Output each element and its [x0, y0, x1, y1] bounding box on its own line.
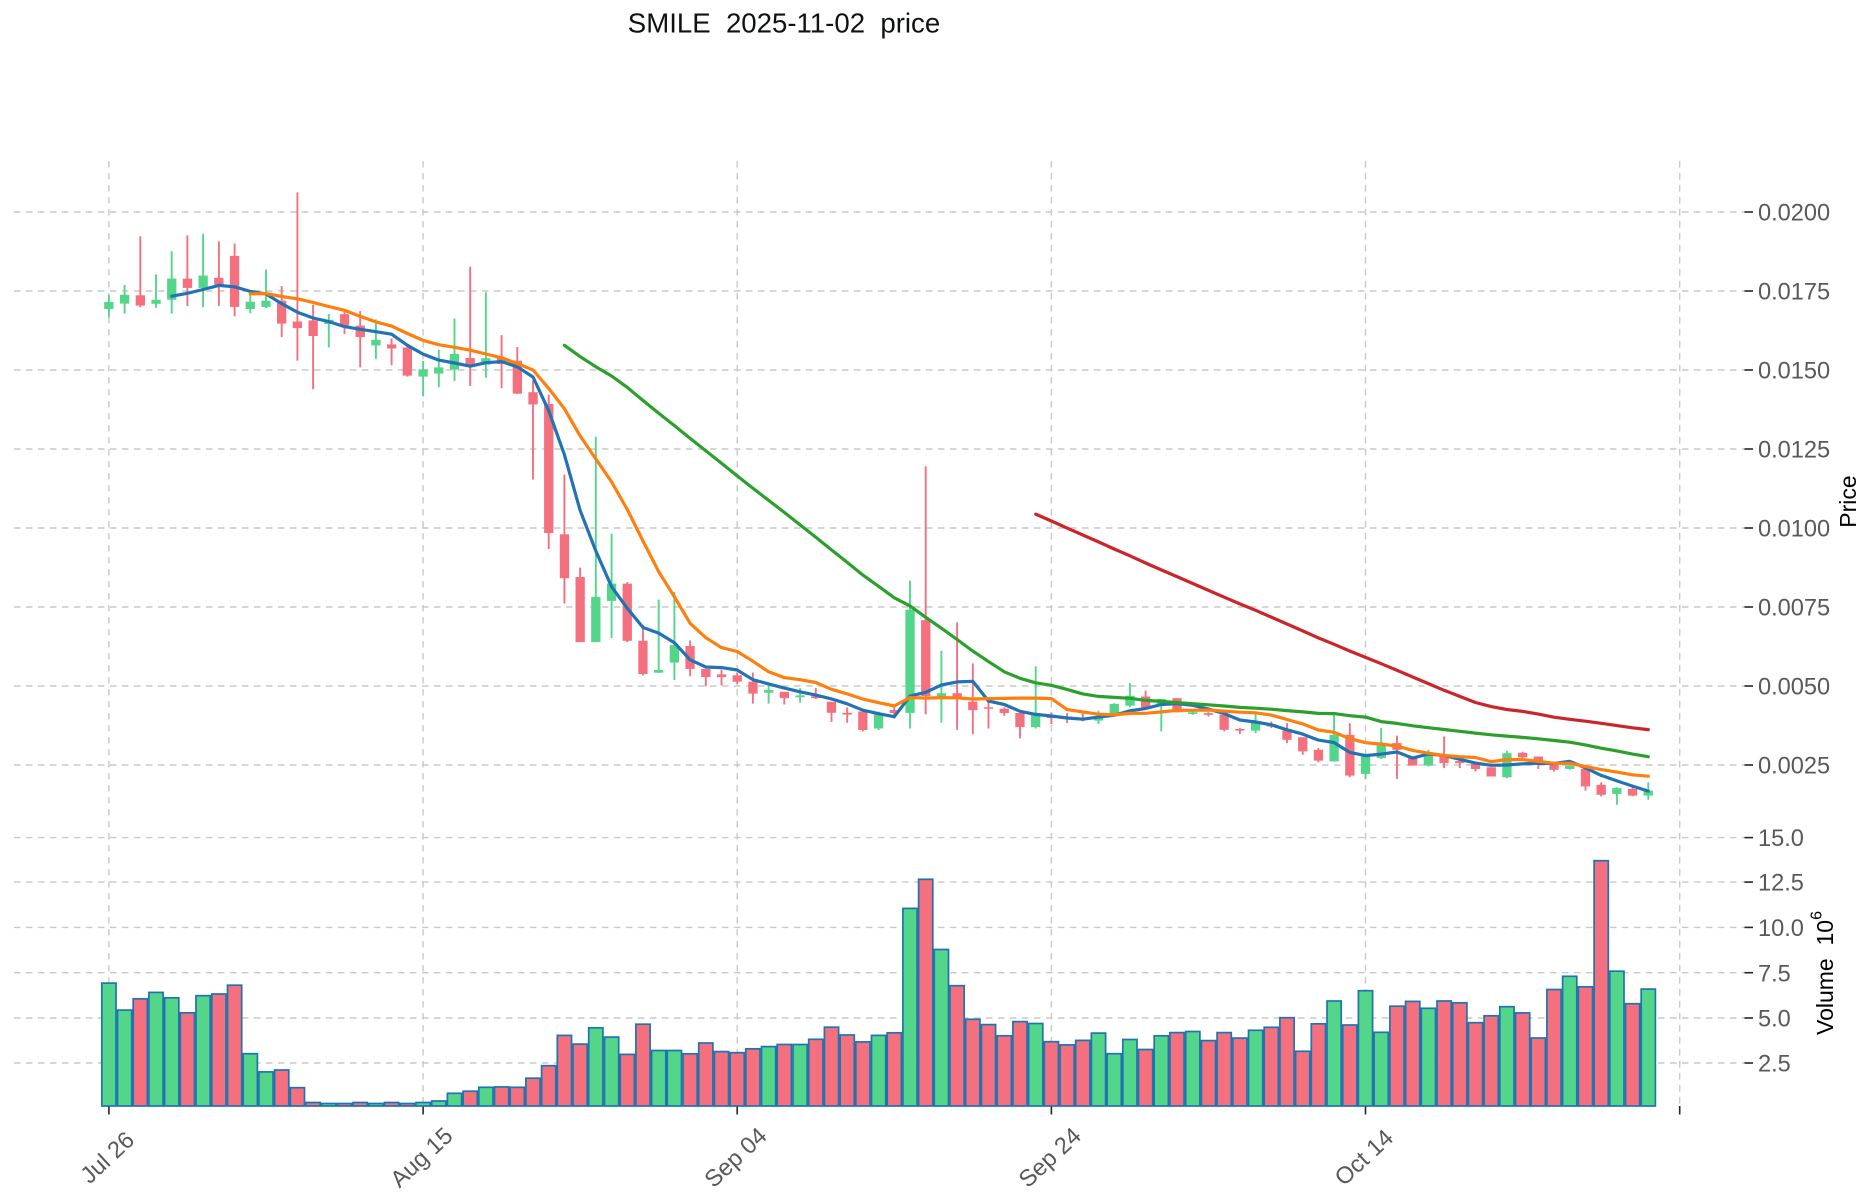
svg-text:0.0075: 0.0075 [1758, 596, 1830, 622]
svg-text:Volume 106: Volume 106 [1809, 911, 1839, 1035]
svg-text:5.0: 5.0 [1758, 1007, 1791, 1033]
svg-text:0.0175: 0.0175 [1758, 280, 1830, 306]
svg-text:0.0100: 0.0100 [1758, 517, 1830, 543]
svg-text:0.0125: 0.0125 [1758, 438, 1830, 464]
svg-text:Price: Price [1835, 475, 1861, 527]
svg-text:15.0: 15.0 [1758, 826, 1804, 852]
svg-text:0.0200: 0.0200 [1758, 201, 1830, 227]
svg-text:0.0150: 0.0150 [1758, 359, 1830, 385]
svg-text:7.5: 7.5 [1758, 961, 1791, 987]
svg-text:2.5: 2.5 [1758, 1052, 1791, 1078]
svg-text:10.0: 10.0 [1758, 916, 1804, 942]
svg-text:SMILE 2025-11-02 price: SMILE 2025-11-02 price [628, 8, 940, 39]
svg-text:12.5: 12.5 [1758, 871, 1804, 897]
svg-text:0.0025: 0.0025 [1758, 754, 1830, 780]
svg-text:0.0050: 0.0050 [1758, 675, 1830, 701]
